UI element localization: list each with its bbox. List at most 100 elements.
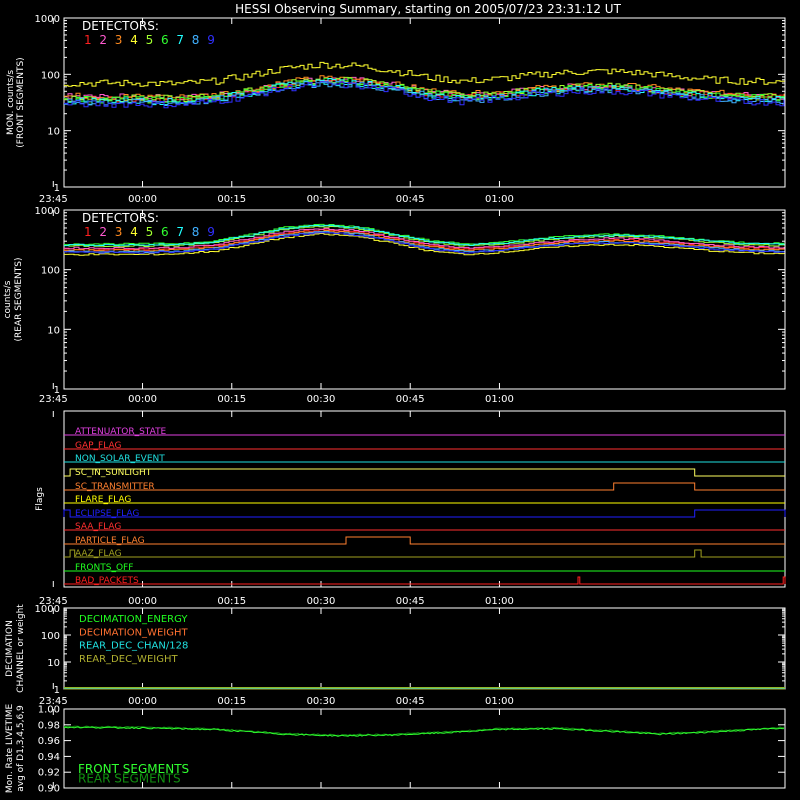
legend-entry: 3 [115,225,123,239]
series-line-detector-7 [64,224,785,247]
y-tick-label: 1000 [35,206,60,217]
x-tick-label: 00:00 [128,394,157,405]
x-tick-label: 00:45 [396,194,425,205]
figure-title: HESSI Observing Summary, starting on 200… [235,2,621,16]
y-tick-label: 1 [54,685,60,696]
y-tick-label: 100 [41,266,60,277]
legend-entry: 7 [176,225,184,239]
x-tick-label: 00:45 [396,394,425,405]
y-tick-label: 1.00 [38,705,60,716]
flag-label: AAZ_FLAG [75,549,122,559]
legend-entry: 4 [130,225,138,239]
x-tick-label: 01:00 [485,194,514,205]
legend-entry: 8 [192,33,200,47]
x-tick-label: 23:45 [39,194,68,205]
y-tick-label: 1000 [35,604,60,615]
livetime-legend-entry: FRONT SEGMENTS [78,762,189,776]
plot-frame [63,209,786,390]
series-line-detector-9 [64,232,785,254]
y-axis-label: MON. counts/s [6,70,16,135]
y-tick-label: 1 [54,183,60,194]
flag-line-bad-packets [64,576,786,585]
x-tick-label: 00:00 [128,696,157,707]
y-tick-label: 0.90 [38,784,60,795]
y-axis-label-secondary: (REAR SEGMENTS) [14,257,24,341]
plot-frame [63,17,786,188]
panel-decimation: 23:45 00:00 00:15 00:30 00:45 01:00 1 10 100 1000… [5,604,786,707]
x-tick-label: 00:45 [396,596,425,607]
flag-label: FRONTS_OFF [75,563,133,573]
decimation-legend-entry: DECIMATION_WEIGHT [79,627,188,638]
series-line-detector-2 [64,227,785,250]
legend-entry: 7 [176,33,184,47]
x-tick-label: 01:00 [485,696,514,707]
y-tick-label: 10 [47,325,60,336]
panel-flags: 23:45 00:00 00:15 00:30 00:45 01:00 Flags ATTEN… [35,410,786,607]
flag-label: PARTICLE_FLAG [75,536,145,546]
y-tick-label: 1 [54,385,60,396]
plot-frame [63,708,786,789]
flag-line-eclipse-flag [63,509,786,518]
legend-entry: 8 [192,225,200,239]
flag-line-particle-flag [64,536,785,545]
legend-entry: 2 [99,33,107,47]
y-axis-label: Flags [35,487,45,511]
panel-livetime: 0.90 0.92 0.94 0.96 0.98 1.00 Mon. Rate LIVETI… [5,704,786,795]
legend-entry: 2 [99,225,107,239]
panel-rear-segments: 23:45 00:00 00:15 00:30 00:45 01:00 1 10 100 1000… [3,206,786,405]
series-line-detector-3 [64,230,785,252]
y-tick-label: 10 [47,127,60,138]
legend-title: DETECTORS: [82,211,159,225]
livetime-line [63,726,784,737]
y-axis-label-secondary: CHANNEL or weight [16,604,26,693]
legend-entry: 6 [161,225,169,239]
y-tick-label: 0.96 [38,736,60,747]
y-axis-label-secondary: avg of D1,3,4,5,6,9 [16,705,26,792]
decimation-legend-entry: REAR_DEC_CHAN/128 [79,641,188,652]
y-tick-label: 10 [47,658,60,669]
y-axis-label: counts/s [3,280,13,318]
decimation-legend-entry: REAR_DEC_WEIGHT [79,654,178,665]
x-tick-label: 01:00 [485,394,514,405]
x-tick-label: 23:45 [39,596,68,607]
flag-label: BAD_PACKETS [75,576,139,586]
flag-line-sc-transmitter [64,482,785,491]
x-tick-label: 23:45 [39,394,68,405]
y-axis-label: DECIMATION [5,620,15,677]
x-tick-label: 00:00 [128,596,157,607]
x-tick-label: 00:15 [217,394,246,405]
flag-label: ATTENUATOR_STATE [75,427,167,437]
series-line-detector-4 [64,61,785,87]
y-tick-label: 100 [41,631,60,642]
flag-label: NON_SOLAR_EVENT [75,454,165,464]
y-tick-label: 0.94 [38,752,60,763]
legend-entry: 6 [161,33,169,47]
x-tick-label: 00:15 [217,696,246,707]
livetime-legend-entry: REAR SEGMENTS [78,772,181,786]
legend-title: DETECTORS: [82,19,159,33]
flag-label: FLARE_FLAG [75,495,131,505]
x-tick-label: 23:45 [39,696,68,707]
flag-label: ECLIPSE_FLAG [75,509,139,519]
x-tick-label: 00:00 [128,194,157,205]
x-tick-label: 00:45 [396,696,425,707]
flag-label: SC_TRANSMITTER [75,482,155,492]
series-line-detector-4 [64,233,785,256]
legend-entry: 5 [146,33,154,47]
x-tick-label: 01:00 [485,596,514,607]
legend-entry: 1 [84,225,92,239]
y-axis-label-secondary: (FRONT SEGMENTS) [16,57,26,147]
decimation-legend-entry: DECIMATION_ENERGY [79,614,188,625]
flag-line-aaz-flag [64,549,785,558]
flag-label: SAA_FLAG [75,522,121,532]
y-tick-label: 1000 [35,14,60,25]
legend-entry: 5 [146,225,154,239]
series-line-detector-9 [64,81,785,109]
x-tick-label: 00:30 [307,394,336,405]
legend-entry: 4 [130,33,138,47]
y-axis-label: Mon. Rate LIVETIME [5,704,15,794]
y-tick-label: 0.92 [38,768,60,779]
y-tick-label: 0.98 [38,720,60,731]
x-tick-label: 00:15 [217,194,246,205]
